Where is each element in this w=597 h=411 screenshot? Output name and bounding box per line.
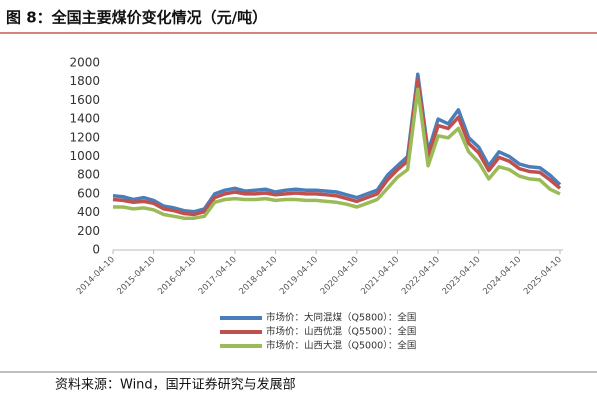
legend-label: 市场价：山西大混（Q5000）：全国 <box>266 340 416 352</box>
y-tick-label: 600 <box>77 186 100 200</box>
chart-title: 图 8：全国主要煤价变化情况（元/吨） <box>6 9 267 27</box>
series-line <box>112 72 562 214</box>
x-tick-label: 2022-04-10 <box>400 255 442 297</box>
y-tick-label: 0 <box>92 243 100 257</box>
legend-label: 市场价：大同混煤（Q5800）：全国 <box>266 312 416 324</box>
x-tick-label: 2023-04-10 <box>441 255 483 297</box>
y-tick-label: 800 <box>77 168 100 182</box>
source: 资料来源：Wind，国开证券研究与发展部 <box>55 377 296 393</box>
series-line <box>113 87 561 220</box>
x-tick-label: 2016-04-10 <box>156 255 198 297</box>
x-tick-label: 2020-04-10 <box>319 255 361 297</box>
y-tick-label: 400 <box>77 205 100 219</box>
x-tick-label: 2015-04-10 <box>115 255 157 297</box>
y-tick-label: 1400 <box>69 112 100 126</box>
x-tick-label: 2024-04-10 <box>481 255 523 297</box>
x-tick-label: 2018-04-10 <box>237 255 279 297</box>
x-tick-label: 2019-04-10 <box>278 255 320 297</box>
y-tick-label: 200 <box>77 224 100 238</box>
y-tick-label: 1000 <box>69 149 100 163</box>
y-tick-label: 1200 <box>69 130 100 144</box>
series-line <box>112 78 562 217</box>
x-tick-label: 2021-04-10 <box>359 255 401 297</box>
x-tick-label: 2025-04-10 <box>522 255 564 297</box>
x-tick-label: 2017-04-10 <box>197 255 239 297</box>
y-tick-label: 1800 <box>69 74 100 88</box>
legend-label: 市场价：山西优混（Q5500）：全国 <box>266 326 416 338</box>
y-tick-label: 1600 <box>69 93 100 107</box>
y-tick-label: 2000 <box>69 56 100 70</box>
x-tick-label: 2014-04-10 <box>75 255 117 297</box>
